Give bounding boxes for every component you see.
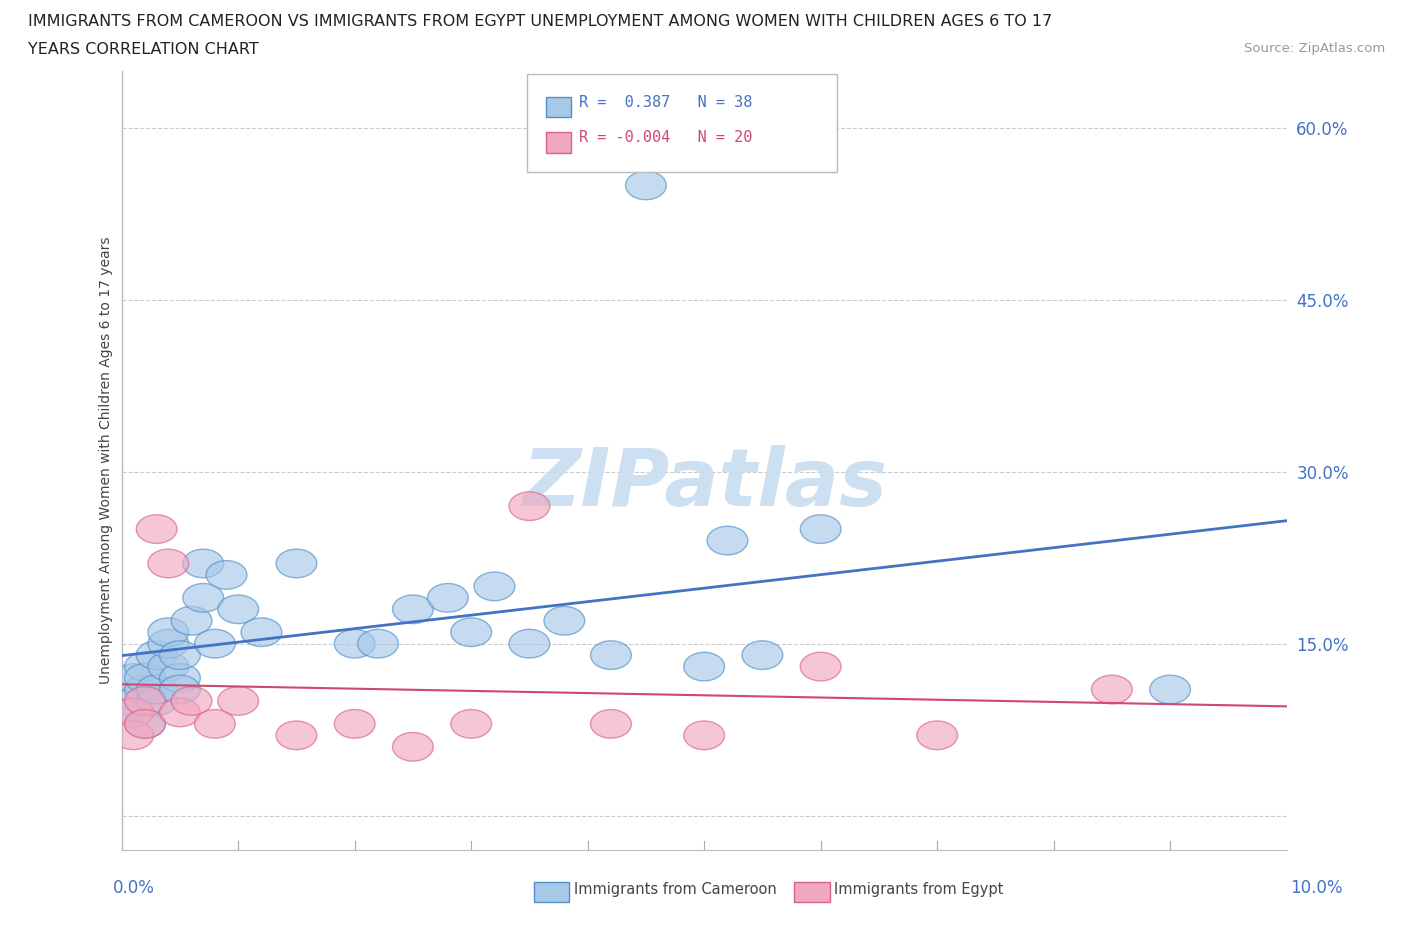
Text: Immigrants from Egypt: Immigrants from Egypt (834, 882, 1002, 897)
Ellipse shape (917, 721, 957, 750)
Ellipse shape (159, 698, 200, 726)
Ellipse shape (335, 630, 375, 658)
Ellipse shape (218, 595, 259, 624)
Ellipse shape (125, 710, 166, 738)
Ellipse shape (125, 652, 166, 681)
Ellipse shape (591, 641, 631, 670)
Text: ZIPatlas: ZIPatlas (522, 445, 887, 523)
Ellipse shape (800, 515, 841, 543)
Ellipse shape (509, 630, 550, 658)
Ellipse shape (357, 630, 398, 658)
Ellipse shape (148, 630, 188, 658)
Ellipse shape (148, 652, 188, 681)
Text: Source: ZipAtlas.com: Source: ZipAtlas.com (1244, 42, 1385, 55)
Ellipse shape (683, 721, 724, 750)
Text: YEARS CORRELATION CHART: YEARS CORRELATION CHART (28, 42, 259, 57)
Ellipse shape (591, 710, 631, 738)
Ellipse shape (194, 710, 235, 738)
Ellipse shape (742, 641, 783, 670)
Ellipse shape (451, 618, 492, 646)
Ellipse shape (112, 686, 153, 715)
Ellipse shape (136, 641, 177, 670)
Ellipse shape (544, 606, 585, 635)
Ellipse shape (112, 721, 153, 750)
Ellipse shape (1150, 675, 1191, 704)
Text: R = -0.004   N = 20: R = -0.004 N = 20 (579, 130, 752, 145)
Text: Immigrants from Cameroon: Immigrants from Cameroon (574, 882, 776, 897)
Ellipse shape (707, 526, 748, 555)
Ellipse shape (136, 686, 177, 715)
Ellipse shape (427, 583, 468, 612)
Text: IMMIGRANTS FROM CAMEROON VS IMMIGRANTS FROM EGYPT UNEMPLOYMENT AMONG WOMEN WITH : IMMIGRANTS FROM CAMEROON VS IMMIGRANTS F… (28, 14, 1052, 29)
Ellipse shape (626, 171, 666, 200)
Ellipse shape (474, 572, 515, 601)
Ellipse shape (194, 630, 235, 658)
Ellipse shape (276, 721, 316, 750)
Ellipse shape (125, 710, 166, 738)
Ellipse shape (112, 698, 153, 726)
Ellipse shape (183, 549, 224, 578)
Ellipse shape (125, 675, 166, 704)
Ellipse shape (136, 675, 177, 704)
Ellipse shape (112, 698, 153, 726)
Ellipse shape (172, 606, 212, 635)
Ellipse shape (183, 583, 224, 612)
Ellipse shape (207, 561, 247, 590)
Ellipse shape (136, 515, 177, 543)
Ellipse shape (392, 733, 433, 761)
Y-axis label: Unemployment Among Women with Children Ages 6 to 17 years: Unemployment Among Women with Children A… (100, 236, 114, 684)
Text: 10.0%: 10.0% (1291, 879, 1343, 897)
Ellipse shape (451, 710, 492, 738)
Ellipse shape (509, 492, 550, 521)
Text: R =  0.387   N = 38: R = 0.387 N = 38 (579, 95, 752, 110)
Ellipse shape (125, 664, 166, 692)
Ellipse shape (1091, 675, 1132, 704)
Ellipse shape (240, 618, 281, 646)
Ellipse shape (125, 686, 166, 715)
Text: 0.0%: 0.0% (112, 879, 155, 897)
Ellipse shape (172, 686, 212, 715)
Ellipse shape (218, 686, 259, 715)
Ellipse shape (148, 618, 188, 646)
Ellipse shape (159, 675, 200, 704)
Ellipse shape (800, 652, 841, 681)
Ellipse shape (148, 549, 188, 578)
Ellipse shape (276, 549, 316, 578)
Ellipse shape (159, 664, 200, 692)
Ellipse shape (335, 710, 375, 738)
Ellipse shape (159, 641, 200, 670)
Ellipse shape (392, 595, 433, 624)
Ellipse shape (112, 664, 153, 692)
Ellipse shape (683, 652, 724, 681)
